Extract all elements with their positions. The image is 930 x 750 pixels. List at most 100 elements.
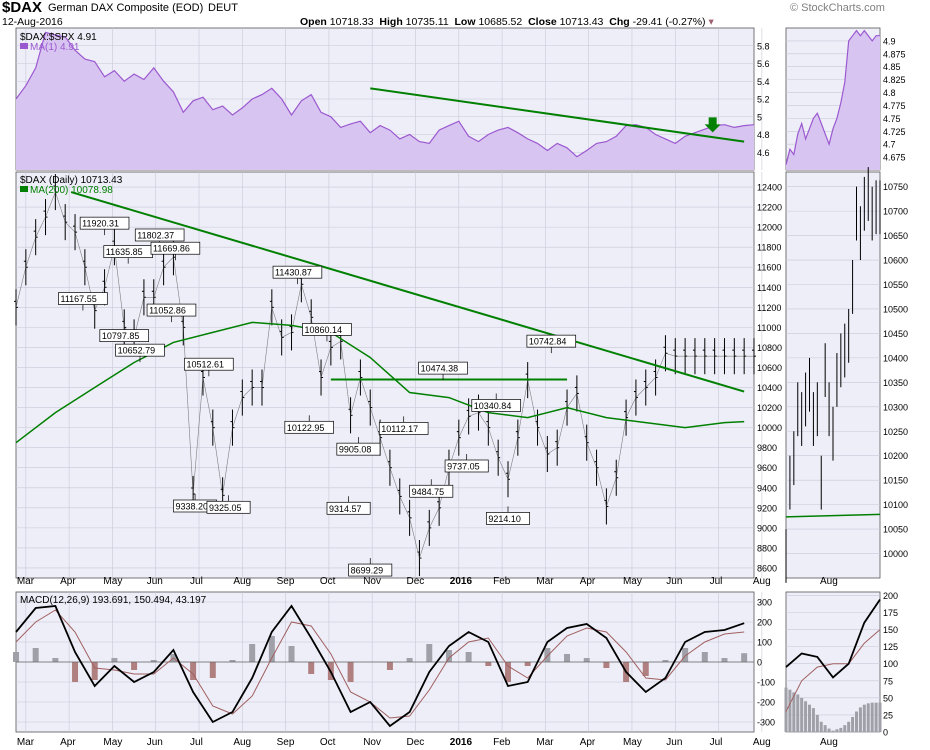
ratio-legend: MA(1) 4.91: [30, 42, 80, 53]
price-zoom-ytick-label: 10400: [883, 353, 908, 363]
price-ytick-label: 10600: [757, 363, 782, 373]
ratio-ytick-label: 4.8: [757, 130, 770, 140]
macd-ytick-label: -200: [757, 698, 775, 708]
ratio-zoom-line: [785, 29, 880, 165]
macd-ytick-label: 100: [757, 638, 772, 648]
price-zoom-ytick-label: 10750: [883, 182, 908, 192]
chg-value: -29.41 (-0.27%): [632, 16, 706, 28]
ratio-zoom-ytick-label: 4.9: [883, 36, 896, 46]
ratio-ytick-label: 5: [757, 112, 762, 122]
macd-histogram-bar: [91, 662, 98, 680]
macd-line: [15, 604, 745, 728]
annotation-label: 9338.20: [175, 501, 208, 511]
macd-zoom-histogram-bar: [866, 703, 870, 732]
macd-histogram-bar: [406, 658, 413, 662]
price-ytick-label: 11000: [757, 323, 781, 333]
annotation-label: 10122.95: [287, 423, 325, 433]
x-axis-label: Apr: [580, 737, 596, 748]
macd-zoom-ytick-label: 175: [883, 608, 898, 618]
x-axis-label: Apr: [60, 737, 76, 748]
open-value: 10718.33: [329, 16, 374, 28]
price-panel-bg: [15, 171, 755, 579]
annotation-box: [409, 484, 454, 498]
macd-zoom-histogram-bar: [843, 725, 847, 732]
macd-histogram-bar: [72, 662, 79, 682]
ratio-zoom-ytick-label: 4.7: [883, 140, 896, 150]
x-axis-label: Mar: [17, 576, 35, 587]
macd-panel-title: MACD(12,26,9) 193.691, 150.494, 43.197: [20, 595, 207, 606]
price-ytick-label: 10800: [757, 343, 782, 353]
ratio-zoom-ytick-label: 4.675: [883, 153, 906, 163]
annotation-label: 11920.31: [82, 219, 119, 229]
x-axis-label: Oct: [320, 737, 336, 748]
ratio-area: [16, 32, 754, 171]
open-label: Open: [300, 16, 327, 28]
macd-zoom-ytick-label: 75: [883, 676, 893, 686]
ratio-ytick-label: 4.6: [757, 148, 770, 158]
price-ytick-label: 11800: [757, 243, 781, 253]
price-trendline: [70, 191, 745, 393]
annotation-box: [348, 563, 393, 577]
price-zoom-ytick-label: 10700: [883, 207, 908, 217]
macd-zoom-histogram-bar: [831, 730, 835, 732]
x-axis-label: May: [103, 737, 122, 748]
annotation-label: 10860.14: [305, 325, 343, 335]
price-ytick-label: 9200: [757, 503, 777, 513]
annotation-label: 10340.84: [474, 401, 512, 411]
x-axis-label: Aug: [753, 576, 771, 587]
price-zoom-ytick-label: 10650: [883, 231, 908, 241]
ohlc-readout: Open 10718.33 High 10735.11 Low 10685.52…: [300, 16, 714, 28]
header-date: 12-Aug-2016: [2, 16, 63, 28]
annotation-box: [526, 334, 577, 348]
price-zoom-ytick-label: 10150: [883, 476, 908, 486]
annotation-label: 11430.87: [275, 268, 312, 278]
macd-zoom-histogram-bar: [851, 716, 855, 732]
x-axis-label: Sep: [277, 576, 295, 587]
annotation-label: 8699.29: [351, 566, 384, 576]
close-value: 10713.43: [559, 16, 604, 28]
price-zoom-ytick-label: 10300: [883, 402, 908, 412]
x-axis-label: Nov: [363, 737, 381, 748]
ratio-zoom-ytick-label: 4.75: [883, 114, 901, 124]
annotation-label: 10797.85: [102, 331, 140, 341]
macd-zoom-histogram-bar: [815, 714, 819, 732]
zoom-x-axis-label: Aug: [820, 737, 838, 748]
low-value: 10685.52: [478, 16, 523, 28]
macd-ytick-label: -100: [757, 678, 775, 688]
macd-zoom-histogram-bar: [823, 725, 827, 732]
price-ytick-label: 9400: [757, 483, 777, 493]
x-axis-label: Feb: [493, 737, 511, 748]
macd-ytick-label: 300: [757, 598, 772, 608]
zoom-x-axis-label: Aug: [820, 576, 838, 587]
ratio-panel-title: $DAX:$SPX 4.91: [20, 32, 97, 43]
annotation-box: [134, 228, 185, 242]
ratio-ytick-label: 5.4: [757, 77, 770, 87]
x-axis-label: Jun: [666, 576, 682, 587]
annotation-label: 9905.08: [339, 445, 372, 455]
annotation-label: 11669.86: [153, 244, 190, 254]
x-axis-label: Feb: [493, 576, 511, 587]
macd-zoom-histogram-bar: [788, 689, 792, 732]
macd-zoom-panel-bg: [785, 591, 881, 733]
price-zoom-ytick-label: 10550: [883, 280, 908, 290]
macd-zoom-histogram-bar: [827, 728, 831, 732]
macd-ytick-label: 200: [757, 618, 772, 628]
x-axis-label: Jul: [710, 737, 723, 748]
x-axis-label: Jun: [147, 737, 163, 748]
price-ytick-label: 11400: [757, 283, 781, 293]
price-ytick-label: 8800: [757, 543, 777, 553]
ratio-zoom-ytick-label: 4.85: [883, 62, 901, 72]
macd-histogram-bar: [111, 658, 118, 662]
macd-histogram-bar: [308, 662, 315, 674]
annotation-label: 9214.10: [488, 514, 521, 524]
header-bar: $DAX German DAX Composite (EOD) DEUT © S…: [0, 0, 930, 28]
annotation-box: [302, 323, 352, 336]
macd-histogram-bar: [209, 662, 216, 678]
low-label: Low: [454, 16, 476, 28]
macd-zoom-histogram-bar: [835, 729, 839, 732]
price-zoom-ma200: [785, 513, 881, 518]
x-axis-label: Dec: [407, 576, 425, 587]
macd-histogram-bar: [150, 660, 157, 662]
price-zoom-ytick-label: 10000: [883, 549, 908, 559]
macd-zoom-ytick-label: 100: [883, 659, 898, 669]
